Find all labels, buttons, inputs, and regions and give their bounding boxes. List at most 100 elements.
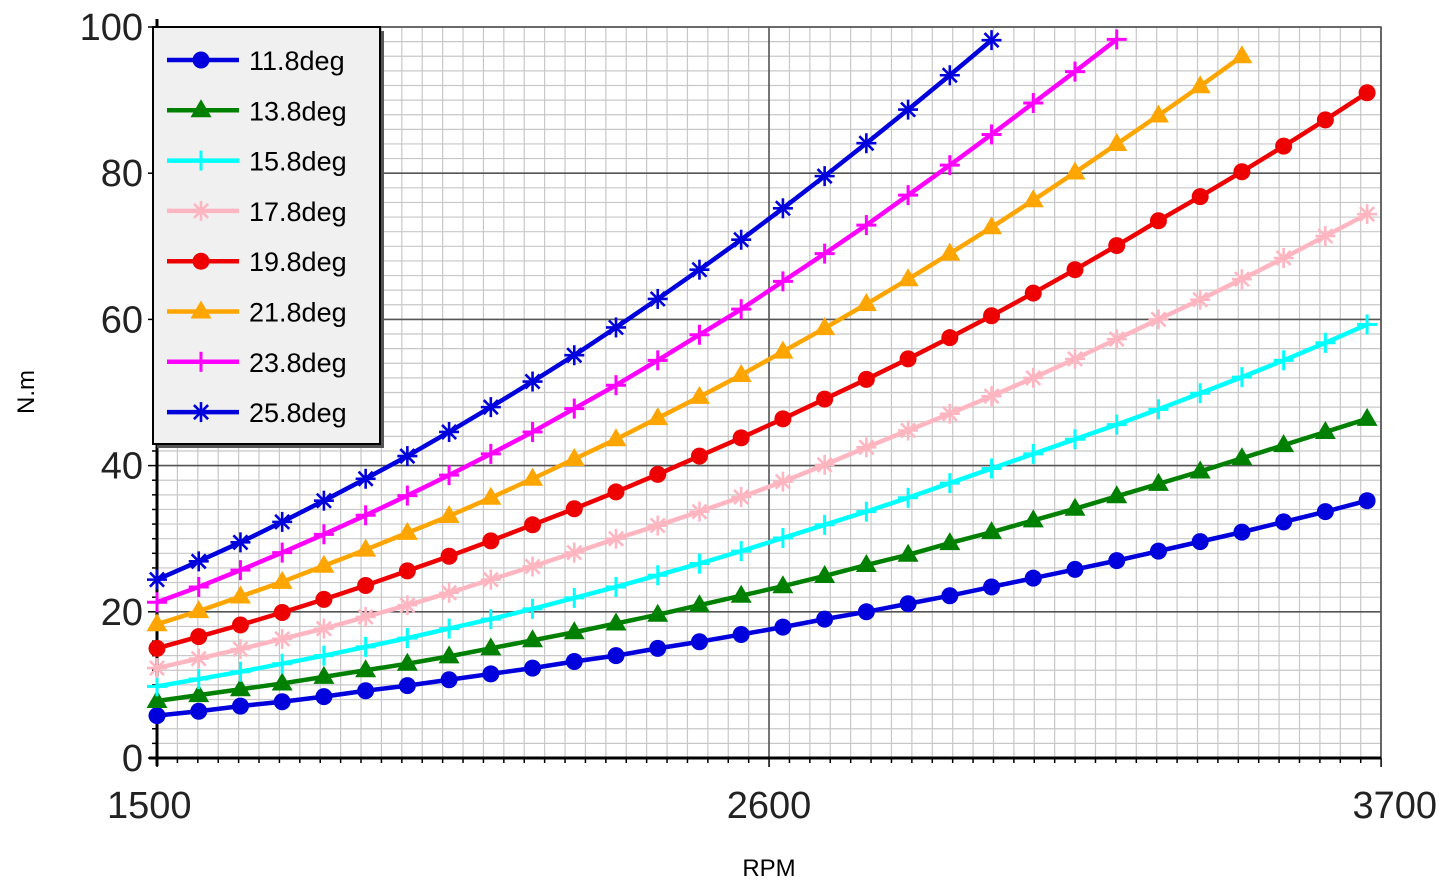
data-point	[898, 99, 919, 120]
data-point	[814, 243, 835, 264]
data-point	[689, 259, 710, 280]
legend-label: 23.8deg	[249, 348, 347, 378]
data-point	[898, 420, 919, 441]
data-point	[439, 465, 460, 486]
data-point	[647, 407, 669, 426]
data-point	[563, 621, 585, 640]
data-point	[522, 371, 543, 392]
data-point	[396, 652, 418, 671]
data-point	[899, 350, 917, 368]
legend-item: 21.8deg	[167, 298, 347, 328]
data-point	[272, 628, 293, 649]
data-point	[814, 514, 835, 535]
data-point	[482, 532, 500, 550]
data-point	[313, 618, 334, 639]
legend-item: 11.8deg	[167, 46, 345, 76]
data-point	[730, 584, 752, 603]
data-point	[857, 603, 875, 621]
data-point	[1106, 485, 1128, 504]
data-point	[313, 665, 335, 684]
data-point	[480, 637, 502, 656]
data-point	[1231, 367, 1252, 388]
data-point	[398, 562, 416, 580]
data-point	[647, 350, 668, 371]
data-point	[981, 30, 1002, 51]
data-point	[272, 653, 293, 674]
data-point	[1066, 261, 1084, 279]
data-point	[522, 467, 544, 486]
data-point	[732, 429, 750, 447]
data-point	[480, 397, 501, 418]
data-point	[939, 65, 960, 86]
data-point	[564, 345, 585, 366]
data-point	[606, 576, 626, 597]
data-point	[939, 473, 960, 494]
data-point	[981, 458, 1002, 479]
data-point	[146, 613, 168, 632]
data-point	[1024, 569, 1042, 587]
data-point	[188, 684, 210, 703]
data-point	[981, 521, 1003, 540]
data-point	[188, 600, 210, 619]
data-point	[1147, 104, 1169, 123]
series-21.8deg	[146, 45, 1253, 632]
data-point	[1064, 497, 1086, 516]
x-axis-label: RPM	[742, 855, 795, 882]
data-point	[273, 604, 291, 622]
data-point	[689, 501, 710, 522]
data-point	[397, 628, 418, 649]
data-point	[272, 542, 293, 563]
series-23.8deg	[147, 29, 1127, 613]
data-point	[271, 672, 293, 691]
data-point	[355, 659, 377, 678]
data-point	[229, 585, 251, 604]
data-point	[148, 707, 166, 725]
data-point	[355, 505, 376, 526]
data-point	[983, 307, 1001, 325]
y-axis-label: N.m	[13, 370, 40, 414]
data-point	[355, 606, 376, 627]
legend-label: 11.8deg	[249, 46, 345, 76]
data-point	[313, 524, 334, 545]
data-point	[814, 166, 835, 187]
data-point	[899, 595, 917, 613]
data-point	[647, 515, 668, 536]
data-point	[192, 252, 210, 270]
data-point	[192, 51, 210, 69]
legend-label: 25.8deg	[249, 398, 347, 428]
data-point	[898, 487, 919, 508]
data-point	[1023, 367, 1044, 388]
data-point	[983, 578, 1001, 596]
x-tick-label: 1500	[107, 785, 192, 827]
data-point	[688, 594, 710, 613]
series-13.8deg	[146, 407, 1378, 708]
data-point	[897, 543, 919, 562]
data-point	[898, 185, 919, 206]
data-point	[1191, 188, 1209, 206]
series-17.8deg	[147, 204, 1378, 679]
legend-label: 17.8deg	[249, 197, 347, 227]
legend-label: 15.8deg	[249, 147, 347, 177]
legend-label: 19.8deg	[249, 247, 347, 277]
data-point	[1273, 434, 1295, 453]
data-point	[1106, 329, 1127, 350]
data-point	[1315, 226, 1336, 247]
data-point	[190, 628, 208, 646]
data-point	[607, 647, 625, 665]
data-point	[772, 340, 794, 359]
data-point	[191, 150, 211, 171]
data-point	[480, 569, 501, 590]
data-point	[146, 689, 168, 708]
data-point	[1358, 492, 1376, 510]
legend: 11.8deg 13.8deg 15.8deg 17.8deg 19.8deg 21.8d…	[152, 26, 384, 448]
data-point	[689, 553, 710, 574]
data-point	[229, 678, 251, 697]
data-point	[522, 421, 543, 442]
data-point	[1066, 560, 1084, 578]
data-point	[981, 124, 1002, 145]
data-point	[565, 500, 583, 518]
data-point	[230, 532, 251, 553]
data-point	[564, 398, 585, 419]
data-point	[981, 216, 1003, 235]
